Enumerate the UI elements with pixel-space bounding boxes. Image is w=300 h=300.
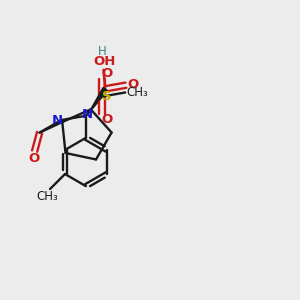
- Text: N: N: [51, 114, 62, 127]
- Polygon shape: [91, 88, 107, 110]
- Text: O: O: [102, 113, 113, 126]
- Text: OH: OH: [94, 55, 116, 68]
- Text: H: H: [98, 45, 106, 58]
- Text: S: S: [103, 90, 112, 103]
- Text: O: O: [28, 152, 40, 165]
- Text: O: O: [128, 78, 139, 91]
- Text: O: O: [102, 67, 113, 80]
- Text: CH₃: CH₃: [37, 190, 58, 203]
- Text: CH₃: CH₃: [127, 86, 148, 99]
- Text: N: N: [82, 108, 93, 121]
